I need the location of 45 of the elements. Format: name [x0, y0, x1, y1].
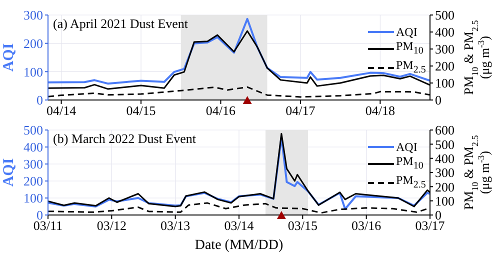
y2-tick-label: 500: [435, 136, 454, 152]
x-tick-label: 04/18: [365, 103, 395, 118]
legend-label: PM$_{2.5}$: [396, 173, 426, 193]
legend-label: AQI: [396, 25, 418, 39]
y2-tick-label: 100: [435, 76, 454, 91]
y-tick-label: 400: [24, 140, 43, 155]
y-tick-label: 0: [36, 92, 43, 108]
x-tick-label: 03/11: [33, 218, 63, 234]
y-tick-label: 200: [24, 174, 43, 189]
legend-label: PM$_{10}$: [396, 154, 424, 174]
y-tick-label: 300: [24, 156, 43, 172]
x-axis-title: Date (MM/DD): [194, 238, 284, 253]
y2-tick-label: 600: [435, 122, 454, 138]
y2-tick-label: 300: [435, 165, 454, 180]
y2-tick-label: 200: [435, 179, 454, 194]
y2-tick-label: 300: [435, 42, 454, 57]
x-tick-label: 04/17: [286, 103, 316, 118]
y-tick-label: 500: [24, 122, 43, 138]
line-series: [48, 18, 430, 85]
y2-tick-label: 200: [435, 58, 454, 74]
y-axis-title: AQI: [1, 158, 17, 187]
legend-label: PM$_{10}$: [396, 39, 424, 58]
chart-title: (a) April 2021 Dust Event: [53, 16, 188, 32]
legend-label: PM$_{2.5}$: [396, 58, 426, 78]
y-axis-title: AQI: [1, 43, 17, 72]
x-tick-label: 03/16: [352, 218, 382, 234]
x-tick-label: 03/12: [96, 218, 126, 234]
y-tick-label: 300: [24, 8, 43, 23]
y-tick-label: 100: [24, 64, 43, 80]
x-tick-label: 03/14: [224, 218, 254, 234]
y2-tick-label: 100: [435, 193, 454, 208]
y2-tick-label: 400: [435, 150, 454, 166]
y2-tick-label: 400: [435, 24, 454, 40]
x-tick-label: 04/14: [46, 103, 77, 118]
x-tick-label: 04/15: [126, 103, 156, 118]
y2-tick-label: 500: [435, 8, 454, 23]
x-tick-label: 03/13: [160, 218, 190, 234]
y2-tick-label: 0: [435, 92, 442, 108]
x-tick-label: 03/15: [288, 218, 318, 234]
legend-label: AQI: [396, 140, 418, 154]
x-tick-label: 04/16: [206, 103, 236, 118]
y-tick-label: 200: [24, 36, 43, 51]
y2-tick-label: 0: [435, 208, 442, 223]
chart-title: (b) March 2022 Dust Event: [53, 131, 196, 147]
y-tick-label: 100: [24, 190, 43, 206]
